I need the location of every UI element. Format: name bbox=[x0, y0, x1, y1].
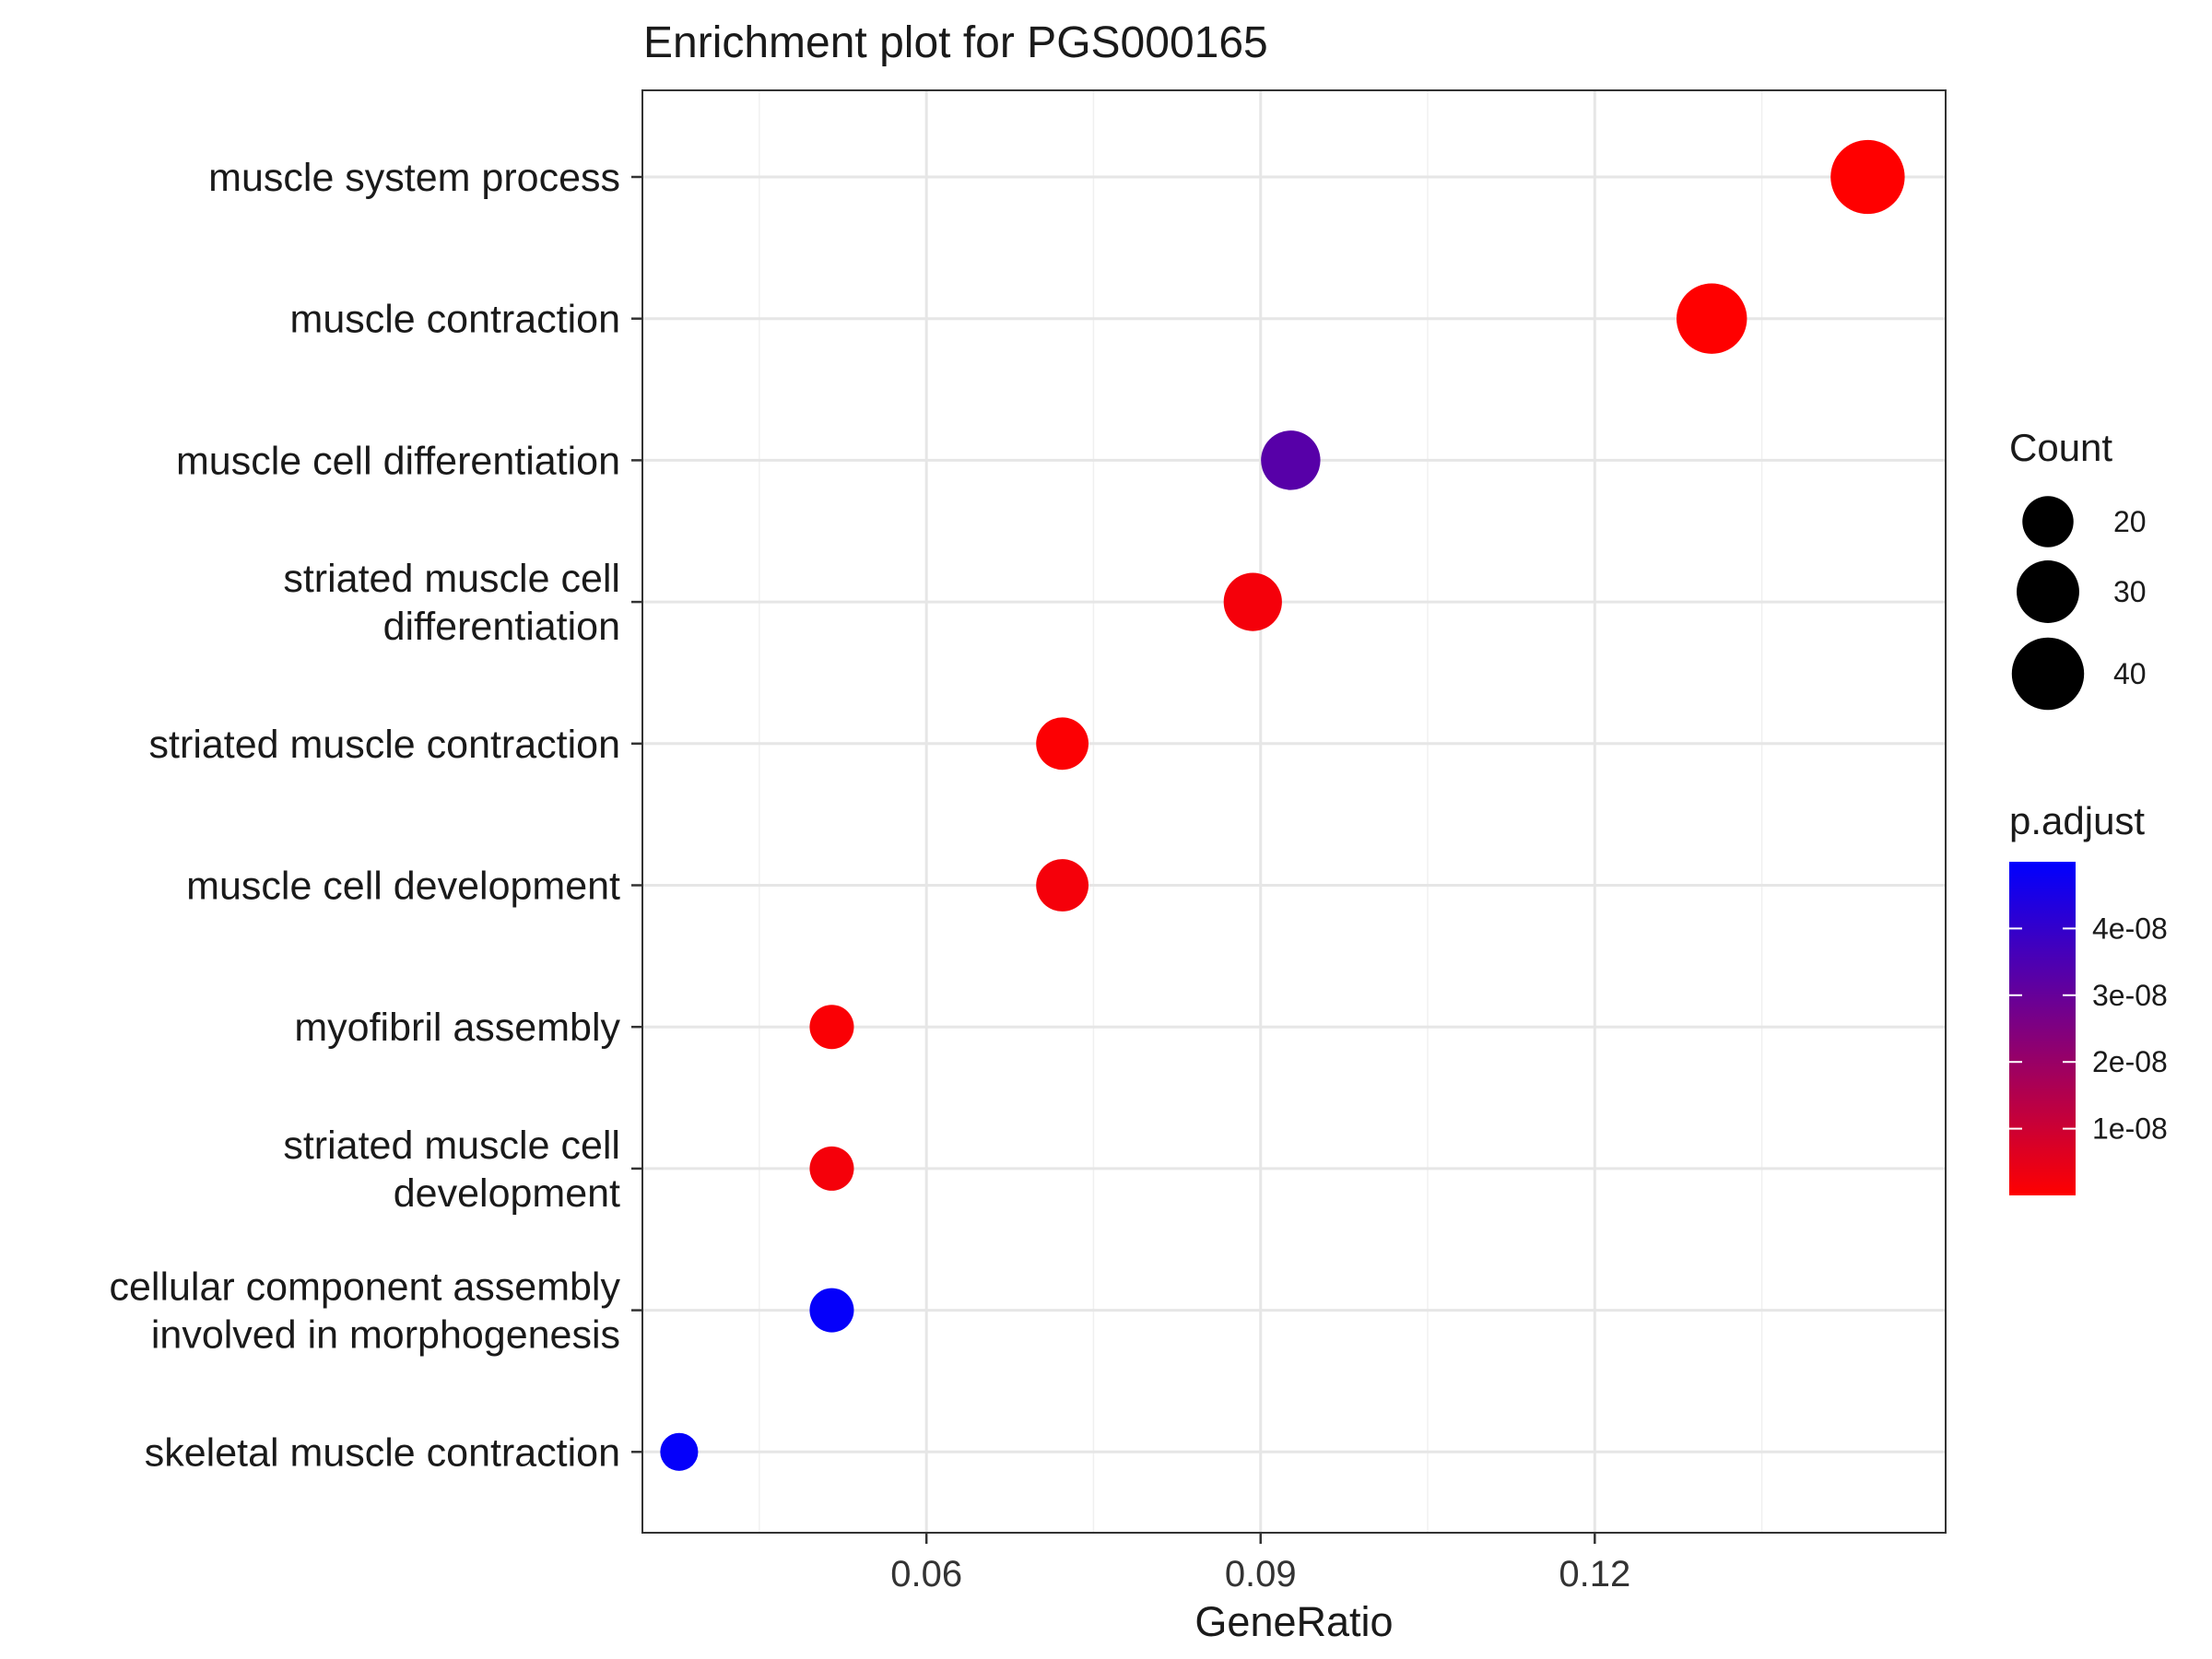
size-legend-key bbox=[2017, 560, 2079, 623]
size-legend-key bbox=[2022, 496, 2074, 547]
colorbar-label: 4e-08 bbox=[2092, 912, 2168, 945]
y-tick-label: cellular component assembly involved in m… bbox=[110, 1265, 621, 1358]
size-legend-title: Count bbox=[2009, 426, 2112, 469]
x-tick-label: 0.09 bbox=[1225, 1554, 1297, 1594]
size-legend-label: 20 bbox=[2113, 505, 2147, 538]
y-tick-label: muscle cell development bbox=[186, 865, 620, 909]
color-legend: p.adjust 1e-08 2e-08 3e-08 4e-08 bbox=[2009, 799, 2168, 1195]
y-tick-label: muscle contraction bbox=[290, 298, 621, 342]
y-tick-label: striated muscle cell development bbox=[283, 1124, 620, 1216]
y-tick-label: muscle system process bbox=[208, 156, 620, 200]
y-tick-label: striated muscle contraction bbox=[149, 723, 620, 767]
x-tick-label: 0.06 bbox=[890, 1554, 962, 1594]
data-point bbox=[1830, 139, 1905, 215]
panel-border bbox=[641, 89, 1947, 1534]
data-point bbox=[1036, 717, 1089, 771]
data-point bbox=[809, 1005, 854, 1050]
data-point bbox=[1036, 859, 1089, 912]
data-point bbox=[1261, 430, 1321, 490]
points-layer bbox=[660, 139, 1905, 1471]
y-tick-label: myofibril assembly bbox=[294, 1006, 620, 1050]
chart-title: Enrichment plot for PGS000165 bbox=[643, 18, 1268, 67]
y-tick-label: striated muscle cell differentiation bbox=[283, 557, 620, 649]
x-tick-label: 0.12 bbox=[1559, 1554, 1630, 1594]
y-tick-label: muscle cell differentiation bbox=[176, 439, 620, 483]
colorbar-label: 2e-08 bbox=[2092, 1045, 2168, 1078]
color-legend-title: p.adjust bbox=[2009, 799, 2145, 842]
data-point bbox=[1223, 572, 1282, 631]
size-legend-key bbox=[2011, 637, 2085, 711]
x-axis: 0.06 0.09 0.12 bbox=[890, 1533, 1630, 1594]
data-point bbox=[660, 1432, 699, 1471]
size-legend-label: 40 bbox=[2113, 657, 2147, 690]
p-adjust-colorbar bbox=[2009, 862, 2076, 1195]
colorbar-label: 1e-08 bbox=[2092, 1112, 2168, 1146]
size-legend-label: 30 bbox=[2113, 575, 2147, 608]
data-point bbox=[809, 1146, 854, 1191]
colorbar-label: 3e-08 bbox=[2092, 979, 2168, 1012]
data-point bbox=[809, 1288, 854, 1333]
size-legend: Count 20 30 40 bbox=[2009, 426, 2147, 711]
data-point bbox=[1676, 283, 1747, 354]
y-tick-label: skeletal muscle contraction bbox=[145, 1430, 620, 1475]
x-axis-title: GeneRatio bbox=[1194, 1598, 1393, 1645]
y-axis: muscle system process muscle contraction m… bbox=[110, 156, 642, 1475]
